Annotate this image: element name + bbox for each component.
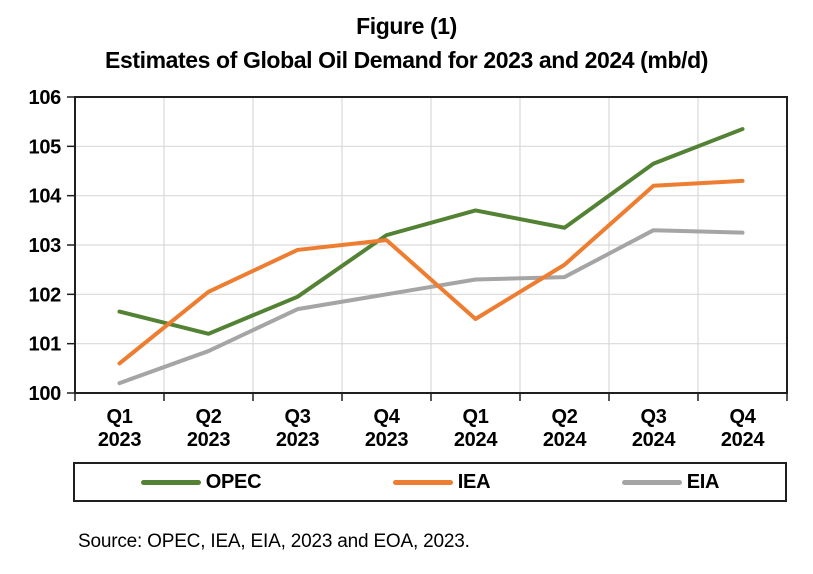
oil-demand-line-chart: 100101102103104105106Q12023Q22023Q32023Q… xyxy=(29,87,788,451)
x-tick-label-quarter: Q1 xyxy=(462,406,488,428)
x-tick-label-year: 2024 xyxy=(454,429,498,451)
opec-line-swatch xyxy=(140,479,201,485)
x-tick-label-year: 2023 xyxy=(98,429,141,451)
x-tick-label-quarter: Q3 xyxy=(640,406,666,428)
x-tick-label-quarter: Q4 xyxy=(373,406,400,428)
series-line-opec xyxy=(117,127,745,336)
x-tick-label-year: 2023 xyxy=(365,429,408,451)
eia-line-swatch xyxy=(621,479,682,485)
legend-label-opec: OPEC xyxy=(205,470,262,493)
legend-item-opec: OPEC xyxy=(140,470,262,494)
figure-main-title: Estimates of Global Oil Demand for 2023 … xyxy=(105,47,708,73)
x-tick-label-quarter: Q2 xyxy=(195,406,221,428)
iea-line-swatch xyxy=(392,479,453,485)
legend-label-eia: EIA xyxy=(686,470,720,493)
x-tick-label-year: 2024 xyxy=(721,429,765,451)
x-tick-label-quarter: Q1 xyxy=(106,406,132,428)
legend-item-eia: EIA xyxy=(621,470,720,494)
y-tick-label: 105 xyxy=(29,136,62,158)
x-tick-label-quarter: Q2 xyxy=(551,406,577,428)
x-tick-label-year: 2024 xyxy=(632,429,676,451)
series-line-eia xyxy=(117,228,745,386)
figure-number-title: Figure (1) xyxy=(356,13,457,39)
x-tick-label-quarter: Q4 xyxy=(729,406,756,428)
series-line-iea xyxy=(117,178,745,366)
y-tick-label: 106 xyxy=(29,87,62,109)
x-tick-label-year: 2023 xyxy=(187,429,230,451)
y-tick-label: 103 xyxy=(29,235,62,257)
y-tick-label: 104 xyxy=(29,186,63,208)
x-tick-label-year: 2023 xyxy=(276,429,319,451)
y-tick-label: 101 xyxy=(29,334,62,356)
chart-legend: OPEC IEA EIA xyxy=(73,462,787,502)
y-tick-label: 100 xyxy=(29,383,62,405)
legend-label-iea: IEA xyxy=(457,470,491,493)
legend-item-iea: IEA xyxy=(392,470,491,494)
x-tick-label-year: 2024 xyxy=(543,429,587,451)
source-note: Source: OPEC, IEA, EIA, 2023 and EOA, 20… xyxy=(78,531,470,552)
y-tick-label: 102 xyxy=(29,284,62,306)
x-tick-label-quarter: Q3 xyxy=(284,406,310,428)
